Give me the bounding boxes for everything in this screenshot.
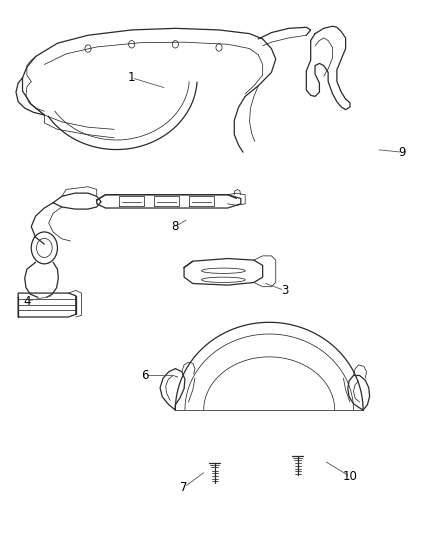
Text: 3: 3 xyxy=(281,284,288,297)
Text: 6: 6 xyxy=(141,369,148,382)
Text: 4: 4 xyxy=(23,295,31,308)
Text: 9: 9 xyxy=(399,146,406,159)
Text: 8: 8 xyxy=(172,220,179,233)
Text: 7: 7 xyxy=(180,481,188,494)
Text: 10: 10 xyxy=(343,470,357,483)
Text: 1: 1 xyxy=(128,71,135,84)
